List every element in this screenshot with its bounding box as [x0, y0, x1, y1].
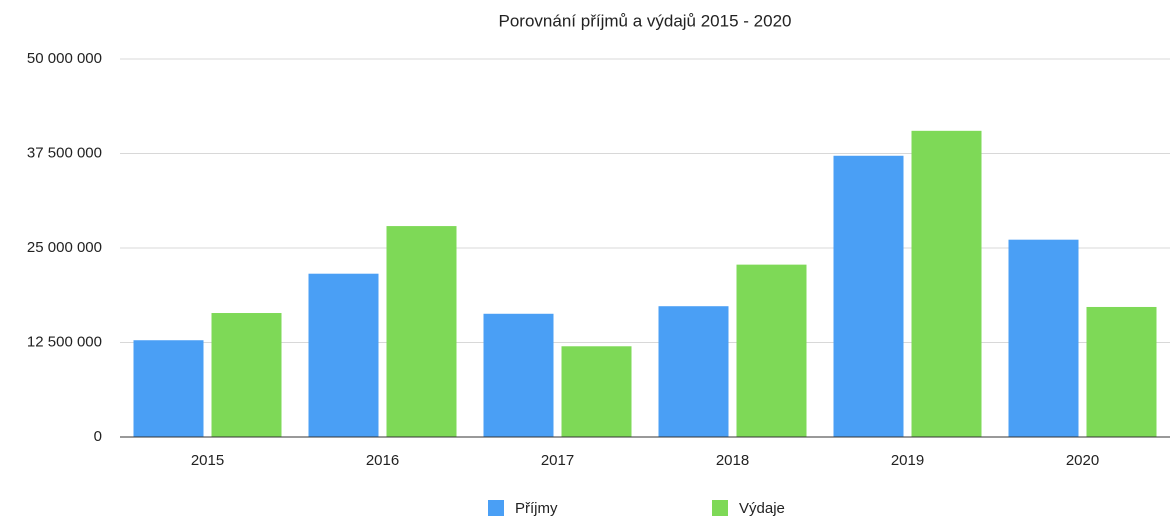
x-tick-label: 2015 — [191, 452, 224, 469]
y-tick-label: 12 500 000 — [27, 333, 102, 350]
bar — [561, 346, 632, 437]
bar — [736, 264, 807, 437]
legend-label: Příjmy — [515, 500, 558, 517]
bar — [1008, 239, 1079, 437]
x-tick-label: 2016 — [366, 452, 399, 469]
bar — [658, 306, 729, 437]
legend-swatch — [488, 500, 504, 516]
bar — [833, 155, 904, 437]
bar — [211, 313, 282, 437]
x-tick-label: 2017 — [541, 452, 574, 469]
bar — [133, 340, 204, 437]
bar — [308, 273, 379, 437]
legend-label: Výdaje — [739, 500, 785, 517]
bar — [1086, 306, 1157, 437]
bar — [386, 226, 457, 437]
y-tick-label: 50 000 000 — [27, 50, 102, 67]
bar — [483, 313, 554, 437]
chart-title: Porovnání příjmů a výdajů 2015 - 2020 — [499, 11, 792, 30]
y-tick-label: 0 — [94, 428, 102, 445]
y-tick-label: 25 000 000 — [27, 239, 102, 256]
y-tick-label: 37 500 000 — [27, 144, 102, 161]
x-tick-label: 2019 — [891, 452, 924, 469]
x-tick-label: 2018 — [716, 452, 749, 469]
x-tick-label: 2020 — [1066, 452, 1099, 469]
bar — [911, 130, 982, 437]
legend-swatch — [712, 500, 728, 516]
